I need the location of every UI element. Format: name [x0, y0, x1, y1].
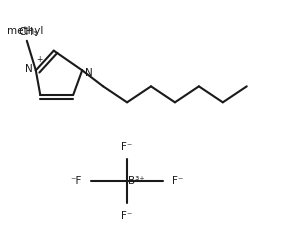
Text: CH₃: CH₃: [19, 27, 38, 37]
Text: ⁻F: ⁻F: [71, 176, 82, 186]
Text: +: +: [36, 55, 43, 64]
Text: B³⁺: B³⁺: [128, 176, 144, 186]
Text: F⁻: F⁻: [121, 211, 133, 221]
Text: F⁻: F⁻: [121, 142, 133, 152]
Text: methyl: methyl: [7, 26, 43, 36]
Text: N: N: [25, 64, 33, 74]
Text: F⁻: F⁻: [172, 176, 183, 186]
Text: N: N: [85, 68, 92, 78]
